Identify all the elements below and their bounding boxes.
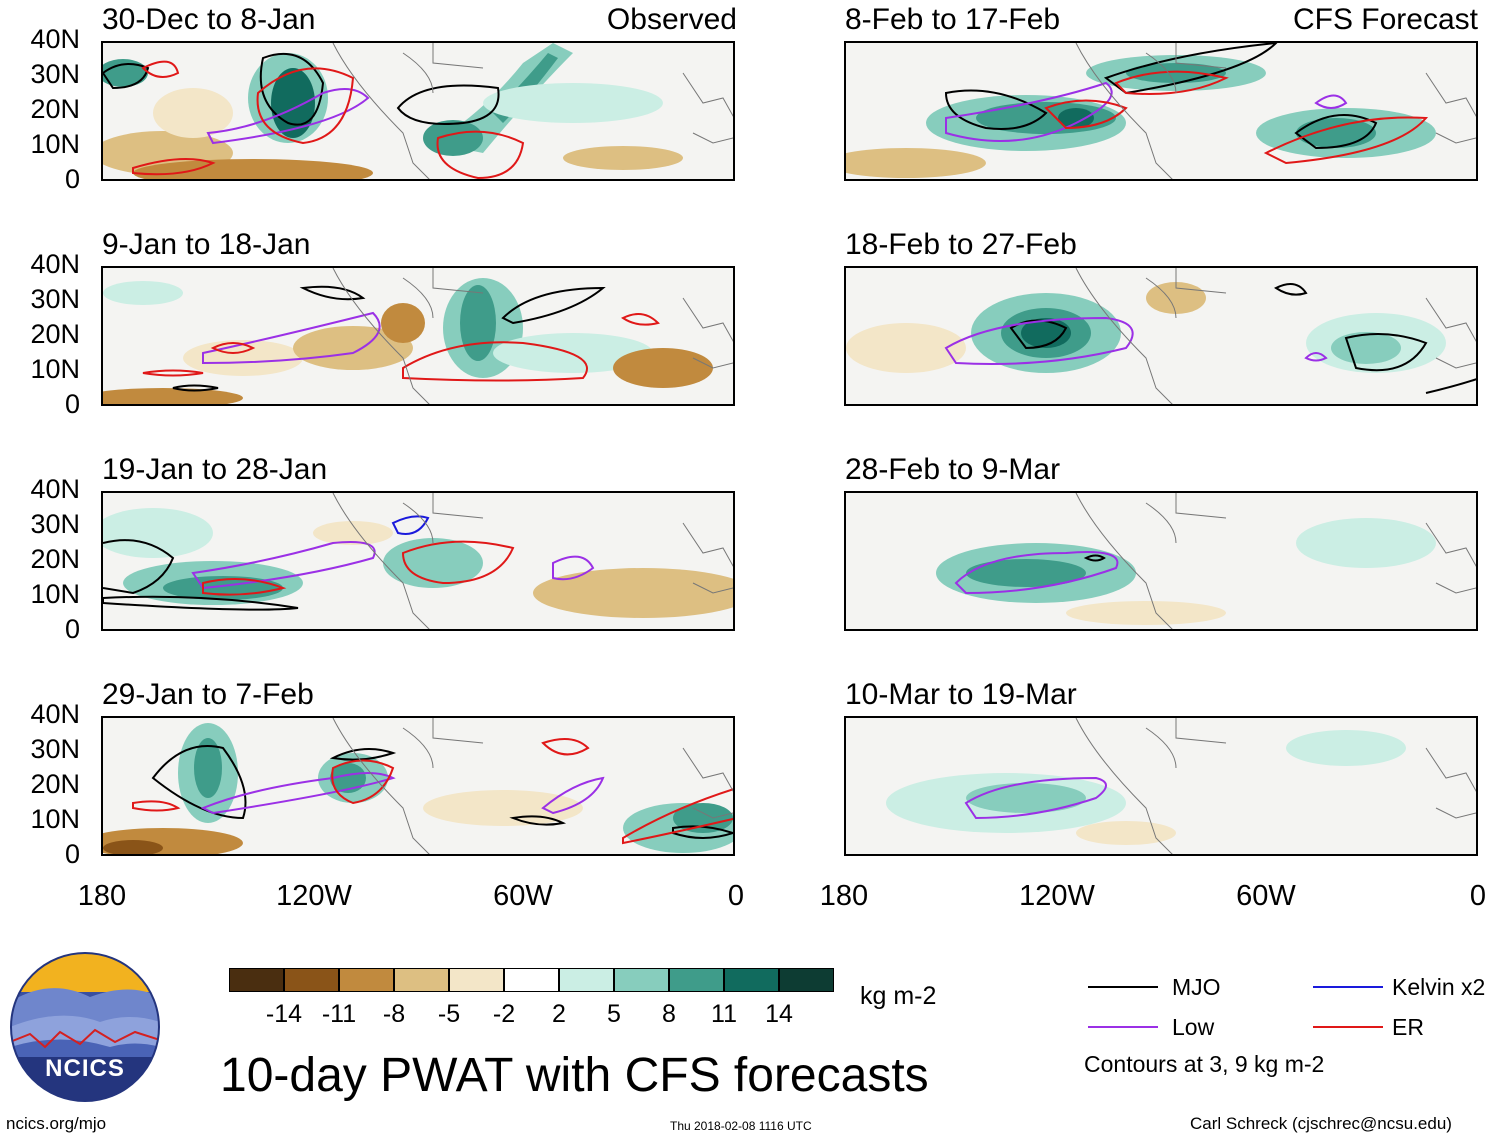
colorbar-cell <box>779 968 834 992</box>
legend-kelvin-line <box>1313 986 1383 988</box>
legend-low-line <box>1088 1026 1158 1028</box>
colorbar-cell <box>284 968 339 992</box>
map-panel-left-4 <box>101 716 735 856</box>
colorbar-cell <box>394 968 449 992</box>
colorbar-cell <box>229 968 284 992</box>
map-panel-right-3 <box>844 491 1478 631</box>
legend-er-line <box>1313 1026 1383 1028</box>
lat-label: 10N <box>30 129 80 159</box>
panel-title-left-3: 19-Jan to 28-Jan <box>102 453 328 486</box>
lon-label: 60W <box>493 880 553 912</box>
lat-label: 20N <box>30 769 80 799</box>
colorbar-cell <box>559 968 614 992</box>
lat-label: 10N <box>30 579 80 609</box>
colorbar-cell <box>449 968 504 992</box>
legend-mjo-line <box>1088 986 1158 988</box>
map-panel-right-4 <box>844 716 1478 856</box>
lat-label: 30N <box>30 59 80 89</box>
lat-label: 0 <box>64 164 80 194</box>
lat-label: 10N <box>30 804 80 834</box>
legend-er-label: ER <box>1392 1014 1424 1040</box>
colorbar-label: -5 <box>437 1000 461 1028</box>
colorbar-label: 11 <box>711 1000 737 1028</box>
colorbar-label: -14 <box>265 1000 303 1028</box>
cfs-forecast-label: CFS Forecast <box>1292 3 1478 36</box>
legend-low-label: Low <box>1172 1014 1215 1040</box>
map-panel-left-2 <box>101 266 735 406</box>
lat-label: 20N <box>30 94 80 124</box>
lon-label: 120W <box>1019 880 1095 912</box>
lon-label: 180 <box>819 880 869 912</box>
lat-label: 10N <box>30 354 80 384</box>
lat-label: 0 <box>64 614 80 644</box>
lat-label: 0 <box>64 389 80 419</box>
panel-title-left-4: 29-Jan to 7-Feb <box>102 678 314 711</box>
panel-title-left-2: 9-Jan to 18-Jan <box>102 228 311 261</box>
logo-text: NCICS <box>45 1055 125 1082</box>
footer-timestamp: Thu 2018-02-08 1116 UTC <box>670 1119 812 1133</box>
colorbar-label: -11 <box>321 1000 357 1028</box>
footer-author: Carl Schreck (cjschrec@ncsu.edu) <box>1190 1114 1452 1133</box>
colorbar-cell <box>724 968 779 992</box>
colorbar-cell <box>339 968 394 992</box>
colorbar-units: kg m-2 <box>860 982 937 1010</box>
colorbar-cell <box>669 968 724 992</box>
map-panel-left-1 <box>101 41 735 181</box>
colorbar-label: 5 <box>607 1000 621 1028</box>
lat-label: 20N <box>30 319 80 349</box>
colorbar-cell <box>504 968 559 992</box>
panel-title-right-3: 28-Feb to 9-Mar <box>845 453 1061 486</box>
lon-label: 60W <box>1236 880 1296 912</box>
colorbar-label: -2 <box>492 1000 516 1028</box>
lon-label: 0 <box>727 880 745 912</box>
lon-label: 180 <box>77 880 127 912</box>
lat-label: 30N <box>30 284 80 314</box>
footer-site-link[interactable]: ncics.org/mjo <box>6 1114 107 1133</box>
lat-label: 40N <box>30 249 80 279</box>
panel-title-left-1: 30-Dec to 8-Jan <box>102 3 316 36</box>
map-panel-right-1 <box>844 41 1478 181</box>
ncics-logo: NCICS <box>10 952 160 1102</box>
lat-label: 0 <box>64 839 80 869</box>
panel-title-right-2: 18-Feb to 27-Feb <box>845 228 1077 261</box>
colorbar-label: 8 <box>662 1000 676 1028</box>
panel-title-right-1: 8-Feb to 17-Feb <box>845 3 1061 36</box>
map-panel-right-2 <box>844 266 1478 406</box>
legend-kelvin-label: Kelvin x2 <box>1392 974 1486 1000</box>
main-title: 10-day PWAT with CFS forecasts <box>220 1049 929 1102</box>
lat-label: 40N <box>30 24 80 54</box>
panel-title-right-4: 10-Mar to 19-Mar <box>845 678 1077 711</box>
lon-label: 120W <box>276 880 352 912</box>
contours-note: Contours at 3, 9 kg m-2 <box>1084 1051 1325 1077</box>
lat-label: 40N <box>30 474 80 504</box>
colorbar-cell <box>614 968 669 992</box>
colorbar-label: -8 <box>382 1000 406 1028</box>
colorbar-label: 2 <box>552 1000 566 1028</box>
lon-label: 0 <box>1469 880 1487 912</box>
map-panel-left-3 <box>101 491 735 631</box>
colorbar-label: 14 <box>765 1000 793 1028</box>
legend-mjo-label: MJO <box>1172 974 1221 1000</box>
observed-label: Observed <box>606 3 737 36</box>
lat-label: 30N <box>30 509 80 539</box>
lat-label: 40N <box>30 699 80 729</box>
lat-label: 20N <box>30 544 80 574</box>
lat-label: 30N <box>30 734 80 764</box>
